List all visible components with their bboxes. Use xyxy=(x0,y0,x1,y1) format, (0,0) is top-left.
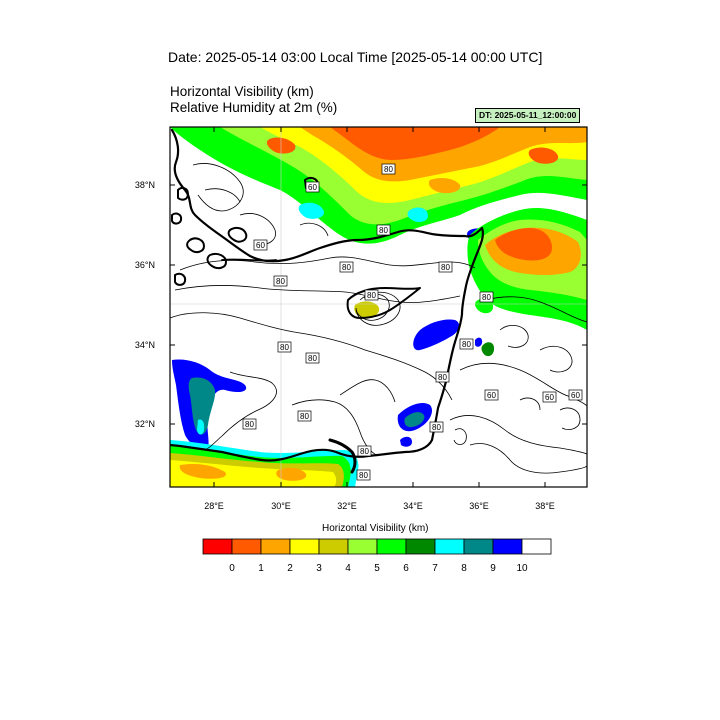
contour-label: 80 xyxy=(429,421,444,433)
colorbar-swatch xyxy=(202,538,233,555)
lat-tick-label: 38°N xyxy=(135,180,155,190)
model-run-badge: DT: 2025-05-11_12:00:00 xyxy=(475,108,581,123)
levant-visibility-shading xyxy=(467,208,587,357)
contour-label: 80 xyxy=(339,261,354,273)
contour-label: 80 xyxy=(438,261,453,273)
lon-tick-labels: 28°E 30°E 32°E 34°E 36°E 38°E xyxy=(204,501,555,511)
colorbar-label: 1 xyxy=(258,563,264,574)
svg-text:80: 80 xyxy=(359,471,368,480)
lon-tick-label: 32°E xyxy=(337,501,357,511)
svg-text:80: 80 xyxy=(276,277,285,286)
contour-label: 80 xyxy=(435,371,450,383)
colorbar-swatch xyxy=(231,538,262,555)
date-title: Date: 2025-05-14 03:00 Local Time [2025-… xyxy=(168,49,543,65)
libya-visibility-shading xyxy=(172,359,247,449)
sea-fog-patches xyxy=(397,319,460,447)
svg-text:80: 80 xyxy=(379,226,388,235)
colorbar-label: 6 xyxy=(403,563,409,574)
cyprus-visibility-shading xyxy=(354,301,380,318)
graticule xyxy=(170,127,587,487)
anatolia-visibility-shading xyxy=(170,127,587,244)
colorbar-swatch xyxy=(405,538,436,555)
contour-label: 80 xyxy=(277,341,292,353)
map-frame xyxy=(169,126,588,488)
contour-label: 60 xyxy=(568,389,583,401)
contour-label: 80 xyxy=(459,338,474,350)
colorbar-label: 7 xyxy=(432,563,438,574)
contour-label: 60 xyxy=(484,389,499,401)
colorbar-swatch xyxy=(318,538,349,555)
svg-text:60: 60 xyxy=(545,393,554,402)
colorbar-swatch xyxy=(347,538,378,555)
svg-text:80: 80 xyxy=(280,343,289,352)
contour-label: 80 xyxy=(297,410,312,422)
contour-label: 80 xyxy=(242,418,257,430)
contour-label: 60 xyxy=(542,391,557,403)
contour-label: 80 xyxy=(479,291,494,303)
lon-tick-label: 38°E xyxy=(535,501,555,511)
svg-text:60: 60 xyxy=(571,391,580,400)
colorbar-label: 10 xyxy=(516,563,528,574)
visibility-title: Horizontal Visibility (km) xyxy=(170,84,314,99)
contour-label: 80 xyxy=(356,469,371,481)
lon-tick-label: 30°E xyxy=(271,501,291,511)
contour-label: 80 xyxy=(305,352,320,364)
svg-text:80: 80 xyxy=(308,354,317,363)
colorbar-title: Horizontal Visibility (km) xyxy=(322,523,429,534)
colorbar-swatch xyxy=(289,538,320,555)
contour-label: 80 xyxy=(273,275,288,287)
svg-text:80: 80 xyxy=(441,263,450,272)
contour-label: 80 xyxy=(357,445,372,457)
svg-text:80: 80 xyxy=(367,291,376,300)
colorbar-label: 4 xyxy=(345,563,351,574)
svg-text:60: 60 xyxy=(256,241,265,250)
colorbar-swatch xyxy=(463,538,494,555)
lat-tick-label: 34°N xyxy=(135,340,155,350)
svg-text:80: 80 xyxy=(482,293,491,302)
colorbar-swatch xyxy=(521,538,552,555)
colorbar-swatch xyxy=(492,538,523,555)
svg-text:60: 60 xyxy=(308,183,317,192)
colorbar xyxy=(202,538,552,555)
svg-text:60: 60 xyxy=(487,391,496,400)
colorbar-label: 0 xyxy=(229,563,235,574)
colorbar-swatch xyxy=(434,538,465,555)
contour-label: 60 xyxy=(305,181,320,193)
svg-text:80: 80 xyxy=(432,423,441,432)
svg-text:80: 80 xyxy=(342,263,351,272)
map-field: 60 80 60 80 80 80 80 80 80 80 80 80 80 8… xyxy=(170,127,587,487)
svg-text:80: 80 xyxy=(245,420,254,429)
lat-tick-labels: 38°N 36°N 34°N 32°N xyxy=(135,180,155,429)
svg-text:80: 80 xyxy=(462,340,471,349)
colorbar-label: 9 xyxy=(490,563,496,574)
svg-text:80: 80 xyxy=(438,373,447,382)
lat-tick-label: 36°N xyxy=(135,260,155,270)
svg-text:80: 80 xyxy=(360,447,369,456)
colorbar-swatch xyxy=(260,538,291,555)
svg-text:80: 80 xyxy=(384,165,393,174)
colorbar-label: 3 xyxy=(316,563,322,574)
colorbar-label: 2 xyxy=(287,563,293,574)
contour-label: 80 xyxy=(376,224,391,236)
lon-tick-label: 28°E xyxy=(204,501,224,511)
colorbar-swatch xyxy=(376,538,407,555)
contour-label: 80 xyxy=(364,289,379,301)
humidity-title: Relative Humidity at 2m (%) xyxy=(170,100,338,115)
lon-tick-label: 36°E xyxy=(469,501,489,511)
colorbar-label: 5 xyxy=(374,563,380,574)
contour-labels: 60 80 60 80 80 80 80 80 80 80 80 80 80 8… xyxy=(242,163,583,481)
contour-label: 80 xyxy=(381,163,396,175)
colorbar-label: 8 xyxy=(461,563,467,574)
lon-tick-label: 34°E xyxy=(403,501,423,511)
contour-label: 60 xyxy=(253,239,268,251)
lat-tick-label: 32°N xyxy=(135,419,155,429)
svg-text:80: 80 xyxy=(300,412,309,421)
axis-ticks xyxy=(170,127,587,487)
